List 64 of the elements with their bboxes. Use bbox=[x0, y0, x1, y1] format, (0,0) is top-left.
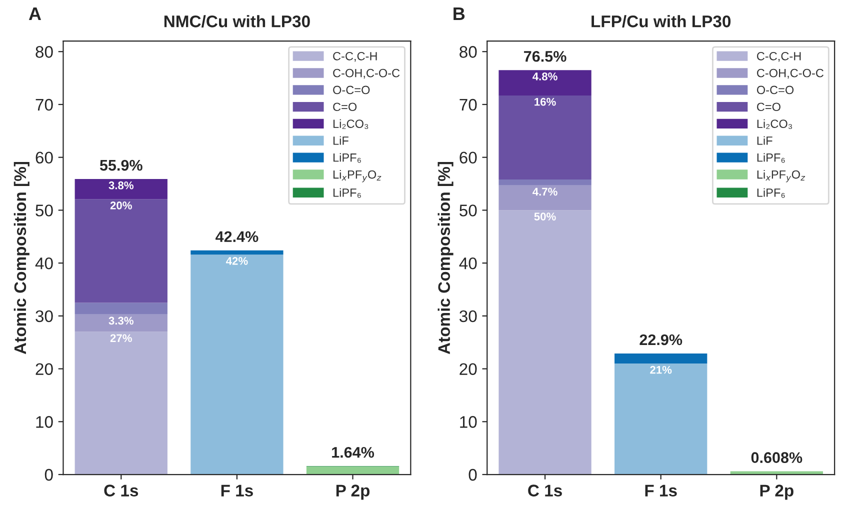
text: A bbox=[28, 8, 42, 20]
y-tick-label: 50 bbox=[36, 204, 53, 216]
legend-label: C=O bbox=[757, 102, 780, 112]
y-tick-label: 20 bbox=[36, 363, 53, 375]
data-label: 16% bbox=[534, 98, 556, 106]
total-label: 1.64% bbox=[332, 446, 374, 458]
data-label: 50% bbox=[534, 212, 556, 220]
data-label: 42% bbox=[226, 257, 248, 265]
y-tick-label: 0 bbox=[468, 468, 477, 481]
y-axis-title: Atomic Composition [%] bbox=[14, 162, 30, 354]
legend-label: Li₂CO₃ bbox=[757, 119, 792, 129]
y-tick-label: 80 bbox=[36, 46, 53, 58]
total-label: 76.5% bbox=[524, 50, 566, 62]
total-label: 55.9% bbox=[100, 160, 142, 171]
y-tick-label: 10 bbox=[36, 416, 53, 428]
x-tick-label: C 1s bbox=[528, 484, 562, 496]
data-label: 3.3% bbox=[108, 316, 134, 325]
legend-label: Li₂CO₃ bbox=[333, 119, 368, 129]
y-tick-label: 0 bbox=[44, 468, 53, 481]
legend-label: Li$_{x}$PF$_{y}$O$_{z}$ bbox=[757, 170, 806, 182]
legend-label: C-C,C-H bbox=[333, 52, 377, 62]
y-axis-title: Atomic Composition [%] bbox=[438, 162, 454, 354]
chart-title: LFP/Cu with LP30 bbox=[592, 15, 731, 28]
data-label: 3.8% bbox=[108, 181, 134, 190]
total-label: 42.4% bbox=[216, 231, 258, 242]
x-tick-label: P 2p bbox=[336, 484, 370, 500]
total-label: 0.608% bbox=[751, 452, 802, 464]
y-tick-label: 70 bbox=[460, 98, 477, 111]
text: B bbox=[454, 8, 465, 20]
legend-label: LiF bbox=[757, 136, 772, 145]
legend-label: C-C,C-H bbox=[757, 52, 801, 62]
y-tick-label: 50 bbox=[460, 204, 477, 216]
x-tick-label: F 1s bbox=[645, 484, 677, 496]
data-label: 4.8% bbox=[532, 72, 558, 80]
data-label: 21% bbox=[650, 366, 672, 374]
legend-label: LiPF₆ bbox=[333, 153, 361, 163]
data-label: 4.7% bbox=[532, 188, 558, 196]
y-tick-label: 40 bbox=[35, 257, 53, 270]
data-label: 20% bbox=[110, 202, 132, 210]
legend-label: Li$_{x}$PF$_{y}$O$_{z}$ bbox=[333, 170, 382, 182]
x-tick-label: C 1s bbox=[104, 484, 138, 496]
legend-label: C=O bbox=[333, 102, 357, 112]
legend-label: C-OH,C-O-C bbox=[333, 68, 400, 79]
legend-label: LiF bbox=[333, 136, 348, 145]
y-tick-label: 20 bbox=[460, 363, 477, 375]
legend-label: C-OH,C-O-C bbox=[757, 68, 824, 79]
x-tick-label: P 2p bbox=[760, 484, 794, 500]
y-tick-label: 10 bbox=[460, 416, 477, 428]
y-tick-label: 30 bbox=[36, 310, 53, 322]
legend-label: O-C=O bbox=[756, 86, 794, 94]
legend-label: LiPF₆ bbox=[757, 188, 785, 198]
chart-title: NMC/Cu with LP30 bbox=[164, 15, 310, 28]
x-tick-label: F 1s bbox=[221, 484, 253, 496]
y-tick-label: 60 bbox=[36, 152, 53, 164]
legend-label: LiPF₆ bbox=[333, 188, 361, 198]
data-label: 27% bbox=[110, 334, 132, 342]
y-tick-label: 40 bbox=[459, 257, 477, 270]
y-tick-label: 60 bbox=[460, 152, 477, 164]
total-label: 22.9% bbox=[640, 334, 682, 346]
y-tick-label: 70 bbox=[36, 98, 53, 111]
legend-label: O-C=O bbox=[333, 86, 370, 94]
legend-label: LiPF₆ bbox=[757, 153, 785, 163]
y-tick-label: 80 bbox=[460, 46, 477, 58]
y-tick-label: 30 bbox=[459, 310, 477, 322]
